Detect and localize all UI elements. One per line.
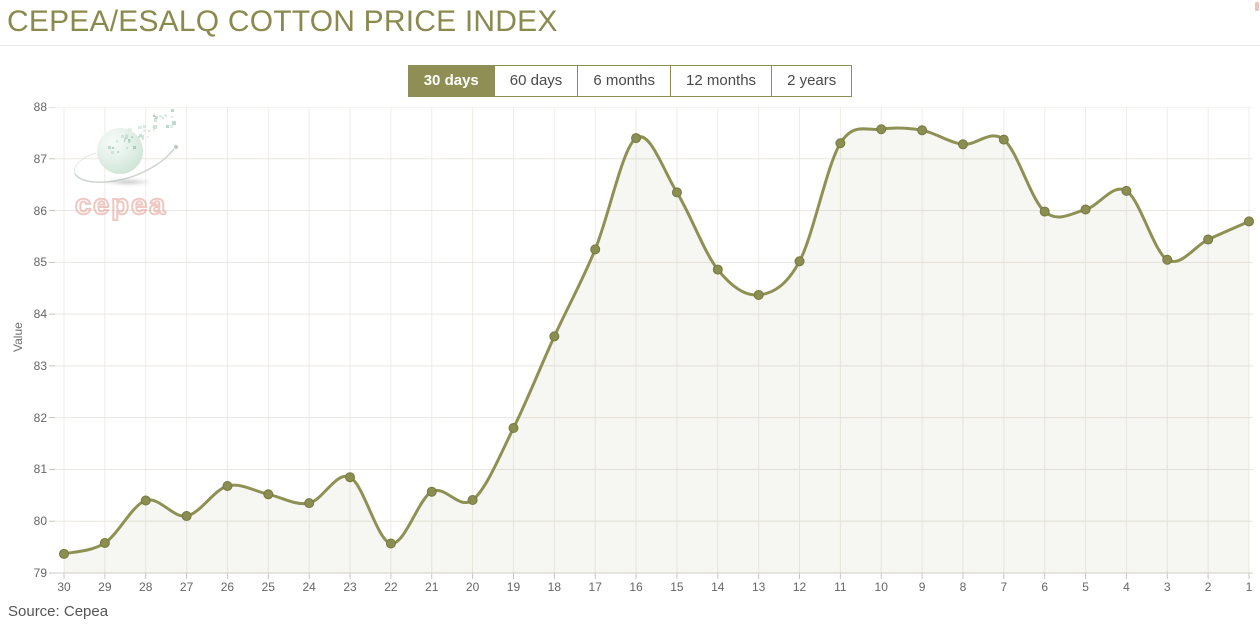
x-axis-label: 6: [1041, 580, 1049, 594]
data-point[interactable]: [1162, 254, 1173, 265]
x-axis-label: 4: [1123, 580, 1130, 594]
x-axis-label: 11: [834, 580, 847, 594]
data-point[interactable]: [467, 494, 478, 505]
data-point[interactable]: [1121, 185, 1132, 196]
x-axis-label: 12: [792, 580, 807, 594]
source-note: Source: Cepea: [8, 603, 109, 620]
x-axis-label: 17: [588, 580, 602, 594]
x-axis-label: 29: [98, 580, 112, 594]
x-axis-label: 23: [343, 580, 357, 594]
data-point[interactable]: [222, 481, 233, 492]
x-axis-label: 15: [670, 580, 684, 594]
scrollbar-artifact: [1255, 2, 1259, 11]
x-axis-label: 2: [1204, 580, 1212, 594]
header-divider: [0, 45, 1260, 46]
area-fill: [64, 127, 1249, 574]
range-selector: 30 days 60 days 6 months 12 months 2 years: [0, 65, 1260, 97]
x-axis-label: 1: [1245, 580, 1253, 594]
data-point[interactable]: [99, 537, 110, 548]
y-axis-label: 84: [33, 307, 47, 322]
data-point[interactable]: [631, 133, 642, 144]
range-button-2-years[interactable]: 2 years: [771, 65, 853, 97]
x-axis-label: 19: [506, 580, 521, 594]
data-point[interactable]: [181, 511, 192, 522]
data-point[interactable]: [345, 472, 356, 483]
y-axis-label: 85: [33, 255, 47, 270]
x-axis-label: 24: [302, 580, 316, 594]
range-button-12-months[interactable]: 12 months: [670, 65, 773, 97]
data-point[interactable]: [1080, 204, 1091, 215]
data-point[interactable]: [671, 187, 682, 198]
x-axis-label: 21: [425, 580, 439, 594]
data-point[interactable]: [508, 423, 519, 434]
x-axis-label: 10: [874, 580, 888, 594]
y-axis-label: 80: [33, 514, 47, 529]
y-axis-label: 86: [33, 203, 47, 218]
x-axis-label: 9: [918, 580, 926, 594]
chart-canvas[interactable]: [0, 107, 1260, 582]
x-axis-label: 7: [1000, 580, 1008, 594]
x-axis-label: 20: [465, 580, 480, 594]
data-point[interactable]: [1203, 234, 1214, 245]
x-axis-label: 13: [751, 580, 766, 594]
data-point[interactable]: [876, 124, 887, 135]
x-axis-label: 14: [711, 580, 725, 594]
data-point[interactable]: [590, 244, 601, 255]
page-title: CEPEA/ESALQ COTTON PRICE INDEX: [7, 5, 558, 38]
data-point[interactable]: [304, 498, 315, 509]
data-point[interactable]: [263, 489, 274, 500]
price-chart[interactable]: 88 87 86 85 84 83 82 81 80 79 30 29 28 27 26 25 24 23 22 2…: [0, 0, 1260, 600]
x-axis-label: 25: [261, 580, 275, 594]
y-axis-title: Value: [11, 322, 25, 352]
x-axis-label: 22: [384, 580, 398, 594]
y-axis-label: 83: [33, 358, 47, 373]
y-axis-label: 81: [33, 462, 47, 477]
x-axis-label: 18: [547, 580, 562, 594]
x-axis-label: 26: [220, 580, 235, 594]
y-axis-label: 79: [33, 566, 47, 580]
x-axis-label: 28: [139, 580, 153, 594]
data-point[interactable]: [917, 125, 928, 136]
data-point[interactable]: [835, 138, 846, 149]
x-axis-label: 3: [1163, 580, 1171, 594]
data-point[interactable]: [140, 495, 151, 506]
data-point[interactable]: [1244, 216, 1254, 227]
y-axis-label: 87: [33, 151, 47, 166]
y-axis-label: 88: [33, 100, 47, 114]
x-axis-label: 30: [57, 580, 71, 594]
data-point[interactable]: [426, 486, 437, 497]
data-point[interactable]: [794, 256, 805, 267]
data-point[interactable]: [998, 134, 1009, 145]
data-point[interactable]: [712, 264, 723, 275]
x-axis-label: 8: [959, 580, 967, 594]
data-point[interactable]: [59, 548, 69, 559]
data-point[interactable]: [385, 538, 396, 549]
x-axis-label: 27: [179, 580, 194, 594]
range-button-60-days[interactable]: 60 days: [493, 65, 579, 97]
data-point[interactable]: [1039, 206, 1050, 217]
data-point[interactable]: [549, 331, 560, 342]
y-axis-label: 82: [33, 410, 47, 425]
data-points: [59, 124, 1254, 559]
gridlines: [49, 107, 1253, 579]
range-button-6-months[interactable]: 6 months: [577, 65, 672, 97]
range-button-30-days[interactable]: 30 days: [407, 65, 495, 97]
x-axis-label: 16: [629, 580, 643, 594]
data-point[interactable]: [957, 139, 968, 150]
data-point[interactable]: [753, 289, 764, 300]
x-axis-label: 5: [1082, 580, 1089, 594]
